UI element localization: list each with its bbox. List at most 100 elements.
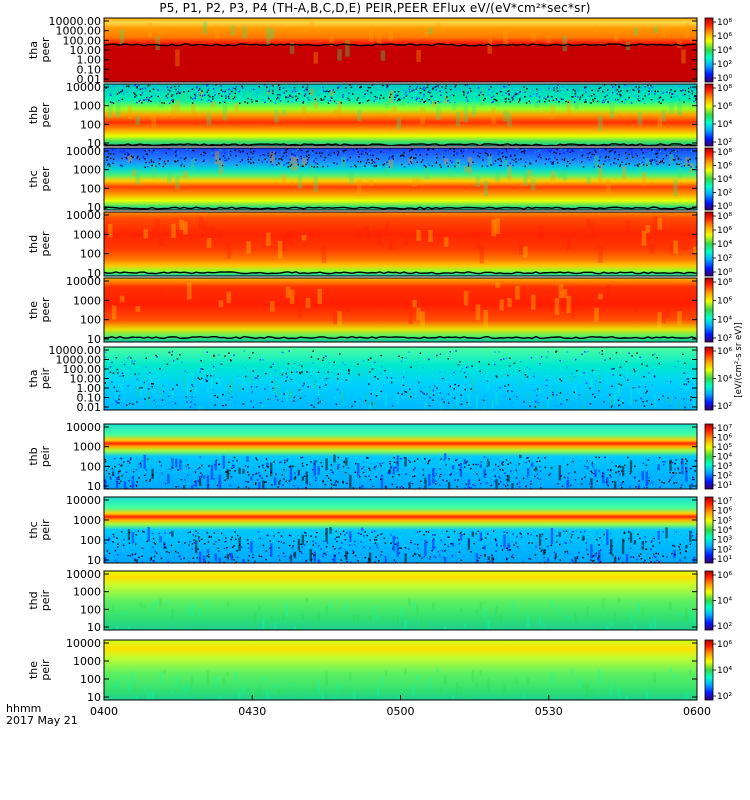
noise-pixel <box>374 375 376 378</box>
noise-pixel <box>470 487 472 489</box>
noise-pixel <box>533 375 535 378</box>
noise-pixel <box>627 379 629 381</box>
noise-pixel <box>213 478 215 480</box>
noise-pixel <box>394 561 397 563</box>
noise-pixel <box>454 383 456 386</box>
spectrogram-streak <box>206 237 212 248</box>
noise-pixel <box>146 96 148 99</box>
noise-pixel <box>636 154 639 157</box>
colorbar-tick-label: 10⁶ <box>717 640 732 650</box>
noise-pixel <box>500 358 502 361</box>
noise-pixel <box>201 161 204 163</box>
noise-pixel <box>185 465 187 468</box>
noise-pixel <box>269 84 271 86</box>
noise-pixel <box>230 538 232 541</box>
spectrogram-streak <box>621 626 625 630</box>
noise-pixel <box>159 100 161 103</box>
noise-pixel <box>479 370 482 373</box>
noise-pixel <box>634 164 636 167</box>
spectrogram-streak <box>190 603 194 618</box>
noise-pixel <box>600 549 602 551</box>
spectrogram-streak <box>538 295 544 308</box>
noise-pixel <box>120 166 123 168</box>
noise-pixel <box>498 476 500 478</box>
noise-pixel <box>609 532 611 535</box>
noise-pixel <box>126 152 128 154</box>
noise-pixel <box>473 536 475 538</box>
noise-pixel <box>288 480 291 482</box>
noise-pixel <box>233 466 235 469</box>
spectrogram-streak <box>443 626 447 630</box>
noise-pixel <box>413 460 416 462</box>
spectrogram-streak <box>392 406 395 410</box>
spectrogram-streak <box>262 480 265 489</box>
noise-pixel <box>170 469 172 472</box>
noise-pixel <box>467 165 470 167</box>
noise-pixel <box>567 482 570 485</box>
spectrogram-streak <box>574 556 577 563</box>
noise-pixel <box>454 165 456 168</box>
spectrogram-streak <box>412 601 415 611</box>
noise-pixel <box>276 158 278 160</box>
noise-pixel <box>134 157 136 159</box>
x-tick-label: 0500 <box>387 705 415 718</box>
noise-pixel <box>567 472 570 475</box>
noise-pixel <box>585 542 587 544</box>
noise-pixel <box>146 561 148 563</box>
noise-pixel <box>637 95 640 97</box>
noise-pixel <box>342 94 344 96</box>
noise-pixel <box>526 366 529 369</box>
noise-pixel <box>635 153 637 155</box>
noise-pixel <box>107 163 109 165</box>
spectrogram-streak <box>455 159 461 170</box>
spectrogram-streak <box>289 466 293 481</box>
spectrogram-streak <box>277 241 283 259</box>
spectrogram-streak <box>420 618 423 628</box>
noise-pixel <box>656 152 659 155</box>
noise-pixel <box>293 553 295 555</box>
noise-pixel <box>560 98 563 100</box>
noise-pixel <box>614 464 617 467</box>
noise-pixel <box>489 458 492 460</box>
spectrogram-streak <box>606 626 609 630</box>
noise-pixel <box>297 163 300 166</box>
noise-pixel <box>190 96 192 99</box>
noise-pixel <box>327 371 329 373</box>
noise-pixel <box>430 100 432 103</box>
noise-pixel <box>384 369 386 372</box>
noise-pixel <box>130 155 133 157</box>
noise-pixel <box>591 471 593 474</box>
noise-pixel <box>614 84 617 87</box>
spectrogram-streak <box>491 556 494 563</box>
noise-pixel <box>642 98 644 100</box>
noise-pixel <box>563 158 566 160</box>
spectrogram-streak <box>550 388 554 398</box>
noise-pixel <box>408 88 411 91</box>
spectrogram-streak <box>451 465 455 470</box>
noise-pixel <box>522 477 525 480</box>
noise-pixel <box>473 542 475 545</box>
spectrogram-streak <box>297 692 301 700</box>
noise-pixel <box>118 463 121 466</box>
noise-pixel <box>566 399 568 401</box>
noise-pixel <box>134 558 136 560</box>
noise-pixel <box>348 161 351 163</box>
noise-pixel <box>210 100 212 103</box>
spectrogram-streak <box>175 49 180 67</box>
noise-pixel <box>575 530 578 532</box>
noise-pixel <box>242 475 245 477</box>
noise-pixel <box>125 404 128 406</box>
noise-pixel <box>493 98 495 101</box>
noise-pixel <box>684 556 686 559</box>
noise-pixel <box>118 552 121 555</box>
noise-pixel <box>235 538 237 540</box>
noise-pixel <box>659 150 662 153</box>
noise-pixel <box>429 89 431 92</box>
noise-pixel <box>501 549 504 551</box>
noise-pixel <box>379 164 381 166</box>
y-tick-label: 100 <box>80 534 101 547</box>
noise-pixel <box>415 88 417 90</box>
noise-pixel <box>673 553 676 555</box>
noise-pixel <box>584 530 586 533</box>
noise-pixel <box>648 93 650 95</box>
